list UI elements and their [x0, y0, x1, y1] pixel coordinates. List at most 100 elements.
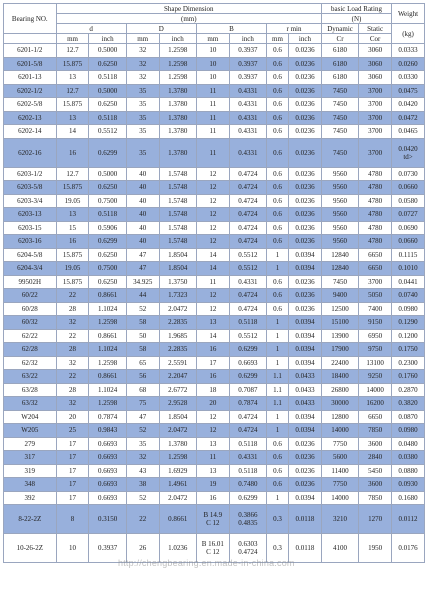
- r-inch-cell: 0.0236: [287, 180, 322, 195]
- r-mm-cell: 1.1: [266, 396, 289, 411]
- cor-cell: 3600: [358, 477, 393, 492]
- weight-cell: 0.0730: [391, 166, 425, 181]
- header-bearing-no: Bearing NO.: [3, 3, 57, 34]
- r-mm-cell: 0.6: [266, 477, 289, 492]
- d-mm-cell: 15.875: [55, 56, 90, 71]
- bearing-no-cell: 63/22: [3, 369, 57, 384]
- d-mm-cell: 20: [55, 409, 90, 424]
- d-mm-cell: 15.875: [55, 180, 90, 195]
- B-inch-cell: 0.5512: [228, 261, 268, 276]
- table-row: W204 20 0.7874 47 1.8504 12 0.4724 1 0.0394 12800…: [3, 409, 425, 424]
- B-mm-cell: 19: [195, 477, 230, 492]
- B-inch-cell: 0.6303 0.4724: [228, 533, 268, 563]
- D-inch-cell: 1.9685: [158, 328, 197, 343]
- B-inch-cell: 0.3937: [228, 70, 268, 85]
- D-mm-cell: 68: [125, 382, 160, 397]
- r-inch-cell: 0.0394: [287, 409, 322, 424]
- D-inch-cell: 1.8504: [158, 247, 197, 262]
- B-mm-cell: 20: [195, 396, 230, 411]
- bearing-no-cell: 99502H: [3, 274, 57, 289]
- B-inch-cell: 0.4724: [228, 193, 268, 208]
- bearing-spec-table: Bearing NO. Shape Dimension basic Load R…: [3, 3, 425, 563]
- r-mm-cell: 0.6: [266, 436, 289, 451]
- d-inch-cell: 0.6693: [88, 477, 127, 492]
- weight-cell: 0.0333: [391, 43, 425, 58]
- r-inch-cell: 0.0236: [287, 193, 322, 208]
- table-row: 279 17 0.6693 35 1.3780 13 0.5118 0.6 0.0236 7750…: [3, 436, 425, 451]
- r-inch-cell: 0.0236: [287, 207, 322, 222]
- D-mm-cell: 35: [125, 137, 160, 168]
- cor-cell: 7850: [358, 490, 393, 505]
- cor-cell: 3700: [358, 97, 393, 112]
- D-inch-cell: 2.2835: [158, 342, 197, 357]
- d-inch-cell: 0.5000: [88, 43, 127, 58]
- r-mm-cell: 0.6: [266, 110, 289, 125]
- table-row: 63/28 28 1.1024 68 2.6772 18 0.7087 1.1 0.0433 26…: [3, 382, 425, 397]
- D-mm-cell: 44: [125, 288, 160, 303]
- d-mm-cell: 17: [55, 450, 90, 465]
- cr-cell: 14000: [320, 423, 360, 438]
- cr-cell: 7450: [320, 274, 360, 289]
- d-inch-cell: 0.6693: [88, 463, 127, 478]
- B-inch-cell: 0.5118: [228, 463, 268, 478]
- weight-cell: 0.0441: [391, 274, 425, 289]
- D-mm-cell: 47: [125, 409, 160, 424]
- r-mm-cell: 0.6: [266, 124, 289, 139]
- d-inch-cell: 0.6250: [88, 180, 127, 195]
- B-mm-cell-line-1: B 16.01: [201, 540, 224, 548]
- weight-cell: 0.0690: [391, 220, 425, 235]
- d-inch-cell: 0.6693: [88, 450, 127, 465]
- B-inch-cell: 0.4724: [228, 207, 268, 222]
- cr-cell: 4100: [320, 533, 360, 563]
- D-mm-cell: 47: [125, 261, 160, 276]
- D-mm-cell: 35: [125, 83, 160, 98]
- D-mm-cell: 35: [125, 110, 160, 125]
- d-inch-cell: 0.6299: [88, 234, 127, 249]
- D-inch-cell: 1.5748: [158, 166, 197, 181]
- B-mm-cell: 13: [195, 315, 230, 330]
- D-inch-cell: 2.5591: [158, 355, 197, 370]
- weight-cell: 0.0660: [391, 180, 425, 195]
- d-inch-cell: 0.9843: [88, 423, 127, 438]
- cr-cell: 18400: [320, 369, 360, 384]
- d-mm-cell: 15.875: [55, 97, 90, 112]
- B-mm-cell: 11: [195, 450, 230, 465]
- D-mm-cell: 75: [125, 396, 160, 411]
- header-r-mm: mm: [266, 33, 289, 44]
- bearing-no-cell: 6201-1/2: [3, 43, 57, 58]
- weight-cell: 0.3820: [391, 396, 425, 411]
- r-mm-cell: 1: [266, 423, 289, 438]
- table-row: 99502H 15.875 0.6250 34.925 1.3750 11 0.4331 0.…: [3, 274, 425, 289]
- cor-cell: 4780: [358, 234, 393, 249]
- weight-cell: 0.0740: [391, 288, 425, 303]
- table-row: 6202-13 13 0.5118 35 1.3780 11 0.4331 0.6 0.0236…: [3, 110, 425, 125]
- d-inch-cell: 0.7500: [88, 261, 127, 276]
- r-inch-cell: 0.0394: [287, 247, 322, 262]
- D-inch-cell: 1.6929: [158, 463, 197, 478]
- d-mm-cell: 12.7: [55, 83, 90, 98]
- cr-cell: 5600: [320, 450, 360, 465]
- B-inch-cell: 0.4724: [228, 288, 268, 303]
- d-inch-cell: 0.8661: [88, 369, 127, 384]
- header-dynamic: Dynamic: [320, 23, 360, 34]
- r-mm-cell: 0.3: [266, 504, 289, 534]
- B-mm-cell: 10: [195, 56, 230, 71]
- B-mm-cell: 16: [195, 369, 230, 384]
- D-mm-cell: 32: [125, 43, 160, 58]
- cor-cell: 9750: [358, 342, 393, 357]
- d-mm-cell: 17: [55, 477, 90, 492]
- D-inch-cell: 1.3780: [158, 436, 197, 451]
- D-mm-cell: 47: [125, 247, 160, 262]
- D-inch-cell: 2.9528: [158, 396, 197, 411]
- r-inch-cell: 0.0394: [287, 342, 322, 357]
- cr-cell: 7450: [320, 97, 360, 112]
- cor-cell: 16200: [358, 396, 393, 411]
- header-r-min: r min: [266, 23, 322, 34]
- d-mm-cell: 12.7: [55, 43, 90, 58]
- cor-cell: 7400: [358, 301, 393, 316]
- cr-cell: 7450: [320, 110, 360, 125]
- cor-cell: 3700: [358, 137, 393, 168]
- cr-cell: 6180: [320, 56, 360, 71]
- D-mm-cell: 26: [125, 533, 160, 563]
- weight-cell: 0.0420: [391, 97, 425, 112]
